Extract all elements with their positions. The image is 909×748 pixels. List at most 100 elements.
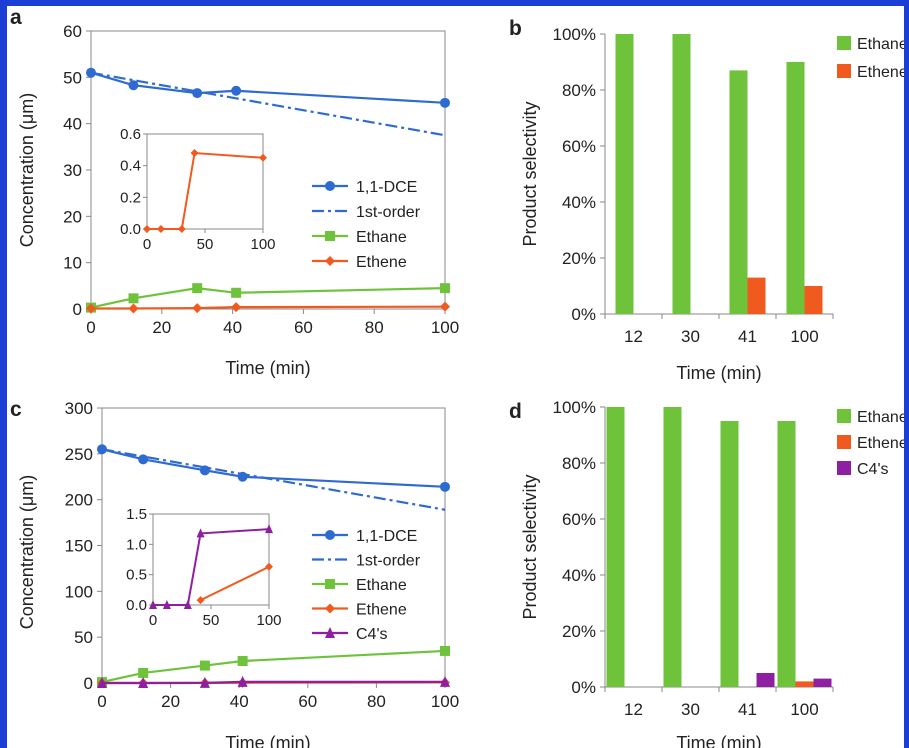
y-tick-label: 50 [74,628,93,647]
y-axis-label: Concentration (μm) [17,93,37,247]
data-point [128,80,139,91]
x-tick-label: 30 [681,327,700,346]
inset-data-point [183,600,192,609]
inset-x-tick-label: 0 [143,236,151,253]
inset-y-tick-label: 0.5 [126,567,147,584]
x-tick-label: 100 [431,318,459,337]
y-tick-label: 60% [562,510,596,529]
data-point [237,656,248,666]
series-line-1 [90,71,446,137]
data-point [192,88,203,99]
inset-data-point [177,225,186,233]
inset-y-tick-label: 1.0 [126,536,147,553]
data-point [138,667,149,678]
inset-plot-area [152,513,270,606]
inset-series-line-1 [200,565,270,602]
legend-label: Ethene [857,435,904,452]
bar-c4s [813,678,832,687]
x-tick-label: 80 [365,318,384,337]
legend-label: 1,1-DCE [356,528,417,545]
chart-panel-a: a 0 10 20 30 40 50 60 0 20 40 60 80 100 Time (min) Conc… [10,6,459,378]
inset-y-tick-label: 1.5 [126,506,147,523]
bar-c4s [756,673,775,687]
x-tick-label: 0 [97,692,106,711]
legend-marker [325,181,335,191]
data-point [97,677,107,688]
y-tick-label: 20 [63,207,82,226]
inset-x-tick-label: 100 [250,236,275,253]
series-line-0 [90,71,446,104]
x-axis-label: Time (min) [225,733,310,748]
y-tick-label: 0 [73,300,82,319]
legend-label: Ethane [356,229,407,246]
y-tick-label: 80% [562,81,596,100]
x-axis-label: Time (min) [676,363,761,383]
data-point [440,675,450,687]
inset-x-tick-label: 100 [256,612,281,629]
y-tick-label: 80% [562,454,596,473]
y-tick-label: 0 [84,674,93,693]
data-point [199,676,210,688]
inset: 0.0 0.5 1.0 1.5 0 50 100 [126,506,281,629]
legend-marker [325,231,335,241]
data-point [128,293,139,304]
panel-letter: b [509,17,522,40]
x-tick-label: 41 [738,327,757,346]
legend-marker [325,530,335,540]
x-tick-label: 30 [681,700,700,719]
x-tick-label: 40 [230,692,249,711]
inset-plot-area [146,133,264,230]
legend-label: C4's [857,461,889,478]
legend-swatch [837,64,851,78]
y-tick-label: 50 [63,68,82,87]
legend-label: Ethene [857,64,904,81]
series-line-3 [91,305,446,310]
data-point [440,301,450,312]
legend: 1,1-DCE 1st-order Ethane Ethene C4's [312,528,421,643]
x-tick-label: 0 [86,318,95,337]
x-tick-label: 100 [790,700,818,719]
x-tick-label: 100 [790,327,818,346]
y-tick-label: 300 [65,399,93,418]
legend-label: Ethane [356,577,407,594]
inset-x-tick-label: 0 [149,612,157,629]
x-tick-label: 41 [738,700,757,719]
bar-ethane [663,407,682,687]
bar-ethene [747,277,766,314]
y-tick-label: 150 [65,537,93,556]
inset-y-tick-label: 0.0 [126,597,147,614]
legend-marker [325,627,335,638]
series-line-2 [90,287,446,309]
data-point [231,302,242,313]
x-tick-label: 40 [223,318,242,337]
legend: Ethane Ethene [837,36,904,81]
inset-y-tick-label: 0.2 [120,189,141,206]
chart-panel-b: b 0% 20% 40% 60% 80% 100% 12 30 41 100 Time (min) Pr… [509,17,904,383]
x-axis-label: Time (min) [676,733,761,748]
data-point [192,283,203,294]
y-tick-label: 40 [63,115,82,134]
series-line-2 [101,649,446,684]
bar-ethane [606,407,625,687]
legend-label: Ethane [857,36,904,53]
legend-marker [325,603,335,614]
bar-ethane [672,34,691,314]
inset-data-point [196,528,205,538]
chart-panel-d: d 0% 20% 40% 60% 80% 100% 12 30 41 100 Time (min) Pr… [509,398,904,748]
x-tick-label: 12 [624,700,643,719]
y-tick-label: 20% [562,249,596,268]
panel-letter: a [10,6,22,29]
inset-data-point [143,225,151,233]
legend-swatch [837,461,851,475]
data-point [231,85,242,96]
legend: Ethane Ethene C4's [837,409,904,478]
inset-data-point [149,600,157,609]
y-axis-label: Product selectivity [520,101,540,246]
legend-marker [325,256,335,266]
y-tick-label: 60 [63,22,82,41]
legend-label: 1,1-DCE [356,179,417,196]
bar-ethane [729,70,748,315]
inset-y-tick-label: 0.6 [120,126,141,143]
legend-label: Ethene [356,602,407,619]
inset-data-point [265,562,273,571]
